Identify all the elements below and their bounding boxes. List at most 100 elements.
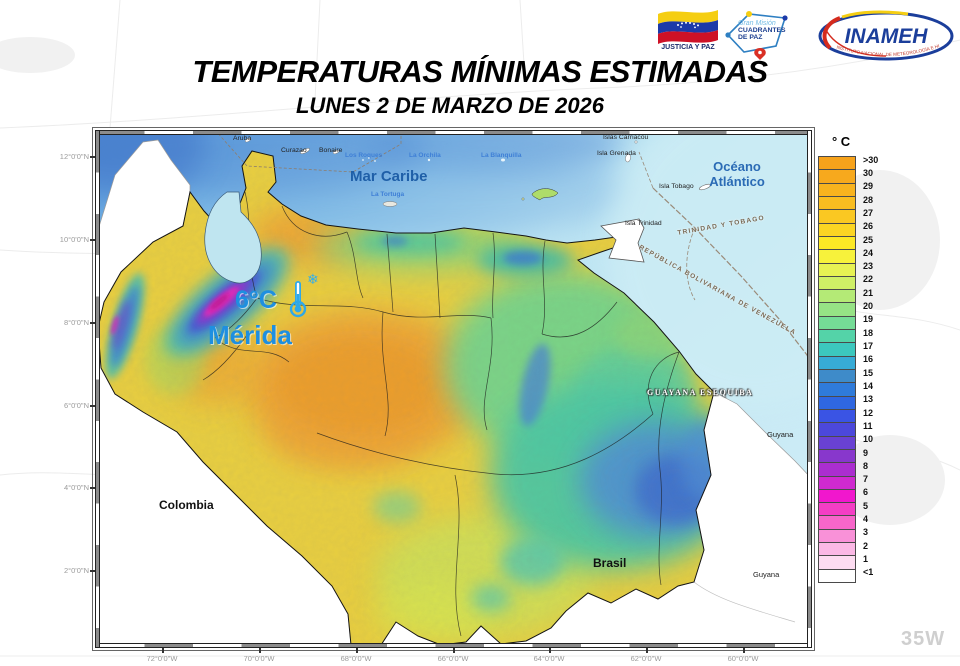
map-panel: Mar Caribe Océano Atlántico Aruba Curaza… bbox=[60, 127, 815, 663]
legend-entry: <1 bbox=[818, 567, 918, 583]
legend-label: 19 bbox=[863, 314, 874, 325]
lat-axis-label: 2°0'0"N bbox=[63, 566, 89, 575]
legend-swatch bbox=[818, 262, 856, 277]
legend-swatch bbox=[818, 369, 856, 384]
legend-swatch bbox=[818, 235, 856, 251]
legend-label: 24 bbox=[863, 247, 874, 258]
legend-label: 30 bbox=[863, 167, 874, 178]
legend-label: 23 bbox=[863, 261, 874, 272]
legend-label: 6 bbox=[863, 487, 869, 498]
legend-label: 26 bbox=[863, 221, 874, 232]
legend-label: 22 bbox=[863, 274, 874, 285]
legend-swatch bbox=[818, 209, 856, 224]
legend-swatch bbox=[818, 289, 856, 304]
legend-swatch bbox=[818, 515, 856, 530]
page-subtitle: LUNES 2 DE MARZO DE 2026 bbox=[295, 93, 605, 118]
lon-axis-label: 66°0'0"W bbox=[437, 654, 469, 663]
thermometer-icon bbox=[289, 281, 307, 318]
legend-label: 2 bbox=[863, 540, 869, 551]
legend-swatch bbox=[818, 488, 856, 504]
legend-swatch bbox=[818, 528, 856, 544]
isla-margarita bbox=[531, 188, 559, 201]
legend-label: 11 bbox=[863, 420, 873, 431]
legend-label: 28 bbox=[863, 194, 874, 205]
legend-label: 3 bbox=[863, 527, 869, 538]
map-frame-right bbox=[807, 130, 812, 648]
legend-swatch bbox=[818, 342, 856, 357]
legend-label: 1 bbox=[863, 554, 869, 565]
venezuela-flag-icon bbox=[658, 10, 718, 44]
map-frame-left bbox=[95, 130, 100, 648]
legend-swatch bbox=[818, 448, 856, 464]
map-pin-icon bbox=[754, 48, 766, 60]
legend-swatch bbox=[818, 329, 856, 344]
legend-label: 20 bbox=[863, 301, 874, 312]
legend-label: 14 bbox=[863, 380, 874, 391]
lon-tick bbox=[356, 648, 358, 653]
legend-swatch bbox=[818, 222, 856, 237]
legend-label: 29 bbox=[863, 181, 874, 192]
legend-entries: >30 30 29 28 27 26 25 24 23 22 21 20 19 18 17 16 15 14 13 1… bbox=[818, 154, 918, 583]
background-corner-label: 35W bbox=[901, 628, 946, 650]
venezuela-temperature-map bbox=[95, 130, 812, 648]
lon-axis-label: 70°0'0"W bbox=[243, 654, 275, 663]
legend-swatch bbox=[818, 169, 856, 184]
legend-swatch bbox=[818, 462, 856, 477]
lat-axis-label: 6°0'0"N bbox=[63, 401, 89, 410]
lon-axis-label: 64°0'0"W bbox=[533, 654, 565, 663]
state-boundaries bbox=[202, 191, 680, 637]
legend-swatch bbox=[818, 156, 856, 171]
lon-tick bbox=[549, 648, 551, 653]
legend-entry: 13 bbox=[818, 394, 918, 410]
legend-swatch bbox=[818, 275, 856, 291]
justicia-y-paz-logo: JUSTICIA Y PAZ bbox=[656, 6, 720, 56]
legend-swatch bbox=[818, 502, 856, 517]
legend-swatch bbox=[818, 249, 856, 264]
lat-axis-label: 8°0'0"N bbox=[63, 318, 89, 327]
legend-label: 8 bbox=[863, 460, 869, 471]
lon-tick bbox=[162, 648, 164, 653]
legend-label: 7 bbox=[863, 474, 869, 485]
legend-label: <1 bbox=[863, 567, 874, 578]
mission-name-bottom: CUADRANTES DE PAZ bbox=[738, 27, 786, 42]
legend-label: >30 bbox=[863, 154, 879, 165]
lon-tick bbox=[453, 648, 455, 653]
page-title: TEMPERATURAS MÍNIMAS ESTIMADAS bbox=[192, 54, 768, 89]
legend-swatch bbox=[818, 568, 856, 583]
legend-title: ° C bbox=[832, 134, 851, 149]
lat-axis-label: 12°0'0"N bbox=[59, 152, 89, 161]
lon-axis-label: 68°0'0"W bbox=[340, 654, 372, 663]
lat-axis-label: 10°0'0"N bbox=[59, 235, 89, 244]
legend-swatch bbox=[818, 302, 856, 317]
venezuela-outline bbox=[97, 150, 715, 646]
cuadrantes-de-paz-logo: Gran Misión CUADRANTES DE PAZ bbox=[722, 8, 792, 60]
lon-tick bbox=[259, 648, 261, 653]
lon-tick bbox=[646, 648, 648, 653]
legend-swatch bbox=[818, 315, 856, 331]
lat-tick bbox=[90, 239, 95, 241]
legend-swatch bbox=[818, 435, 856, 450]
legend-label: 25 bbox=[863, 234, 874, 245]
legend-label: 10 bbox=[863, 434, 874, 445]
legend-swatch bbox=[818, 395, 856, 410]
map-frame-top bbox=[95, 130, 812, 135]
legend-swatch bbox=[818, 422, 856, 437]
lon-axis-label: 72°0'0"W bbox=[146, 654, 178, 663]
title-block: TEMPERATURAS MÍNIMAS ESTIMADAS LUNES 2 D… bbox=[0, 54, 960, 119]
temperature-legend: ° C >30 30 29 28 27 26 25 24 23 22 21 20 19 18 17 16 15 1… bbox=[818, 134, 918, 583]
inameh-wordmark: INAMEH bbox=[845, 25, 929, 48]
legend-label: 13 bbox=[863, 394, 874, 405]
inameh-logo: INAMEH INSTITUTO NACIONAL DE METEOROLOGÍ… bbox=[814, 5, 956, 64]
legend-label: 21 bbox=[863, 287, 874, 298]
legend-label: 4 bbox=[863, 514, 869, 525]
snowflake-icon: ❄ bbox=[307, 271, 319, 287]
lon-axis-label: 60°0'0"W bbox=[727, 654, 759, 663]
lat-axis-label: 4°0'0"N bbox=[63, 483, 89, 492]
quadrant-icon bbox=[725, 11, 788, 60]
lon-tick bbox=[743, 648, 745, 653]
legend-label: 12 bbox=[863, 407, 874, 418]
legend-label: 16 bbox=[863, 354, 874, 365]
mission-name-top: Gran Misión bbox=[738, 20, 776, 27]
lat-tick bbox=[90, 322, 95, 324]
